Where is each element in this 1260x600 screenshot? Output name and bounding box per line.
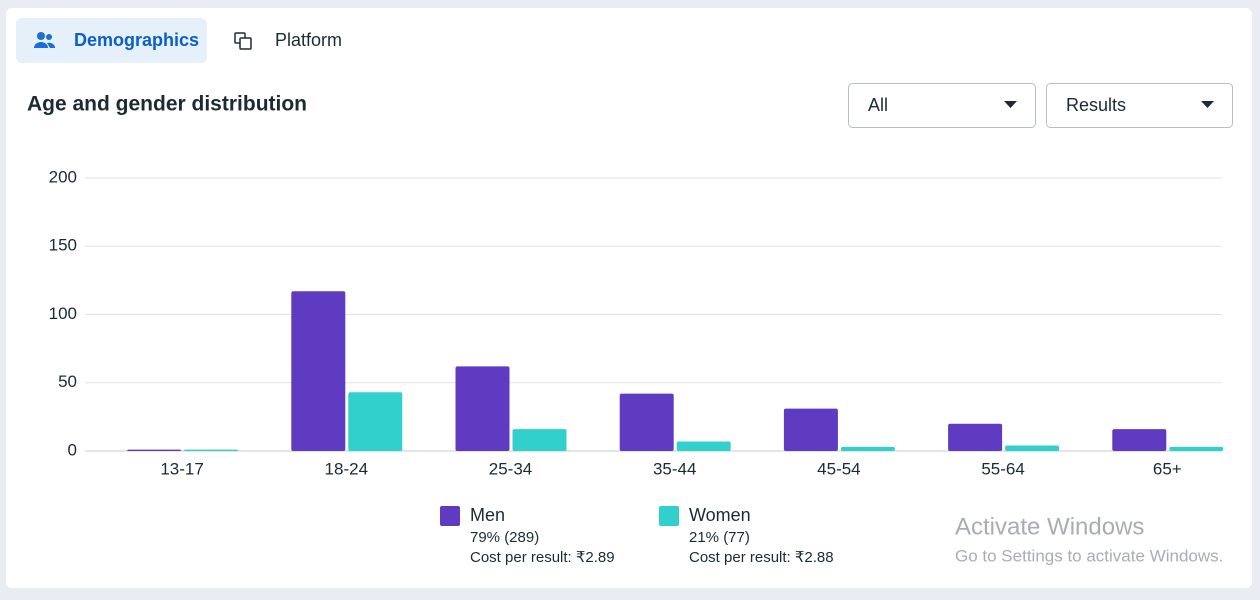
x-tick-label: 55-64 (981, 459, 1024, 478)
x-tick-label: 65+ (1153, 459, 1182, 478)
bar (948, 423, 1003, 451)
bar (676, 441, 731, 451)
y-tick-label: 200 (49, 167, 77, 186)
dropdown[interactable] (1046, 83, 1233, 128)
bar (291, 291, 346, 451)
bar (455, 366, 510, 451)
legend-swatch (659, 506, 679, 526)
dropdown-label[interactable]: Results (1066, 95, 1126, 115)
y-tick-label: 0 (68, 440, 77, 459)
people-icon (34, 32, 56, 48)
bar (1169, 446, 1224, 451)
x-tick-label: 45-54 (817, 459, 860, 478)
legend-cost: Cost per result: ₹2.88 (689, 549, 834, 566)
bar (783, 408, 838, 451)
platform-icon (234, 32, 252, 50)
bar (1112, 429, 1167, 451)
y-tick-label: 50 (58, 372, 77, 391)
bar (1005, 445, 1060, 451)
y-tick-label: 150 (49, 236, 77, 255)
watermark-title: Activate Windows (955, 513, 1144, 540)
dropdown-label[interactable]: All (868, 95, 888, 115)
tab-label[interactable]: Platform (275, 30, 342, 50)
x-tick-label: 35-44 (653, 459, 696, 478)
legend-label: Women (689, 505, 751, 525)
caret (1004, 101, 1017, 108)
caret (1201, 101, 1214, 108)
bar (512, 429, 567, 451)
x-tick-label: 25-34 (489, 459, 532, 478)
bar (619, 393, 674, 451)
tab-active[interactable] (16, 18, 207, 63)
x-tick-label: 18-24 (325, 459, 368, 478)
legend-share: 79% (289) (470, 529, 539, 546)
bar (127, 449, 182, 451)
x-tick-label: 13-17 (160, 459, 203, 478)
bar (184, 449, 239, 451)
tab-label[interactable]: Demographics (74, 30, 199, 50)
bar (840, 446, 895, 451)
legend-cost: Cost per result: ₹2.89 (470, 549, 615, 566)
legend-swatch (440, 506, 460, 526)
bar (348, 392, 403, 451)
dropdown[interactable] (848, 83, 1036, 128)
chart-title: Age and gender distribution (27, 93, 307, 116)
legend-share: 21% (77) (689, 529, 750, 546)
legend-label: Men (470, 505, 505, 525)
y-tick-label: 100 (49, 304, 77, 323)
watermark-subtitle: Go to Settings to activate Windows. (955, 546, 1223, 565)
